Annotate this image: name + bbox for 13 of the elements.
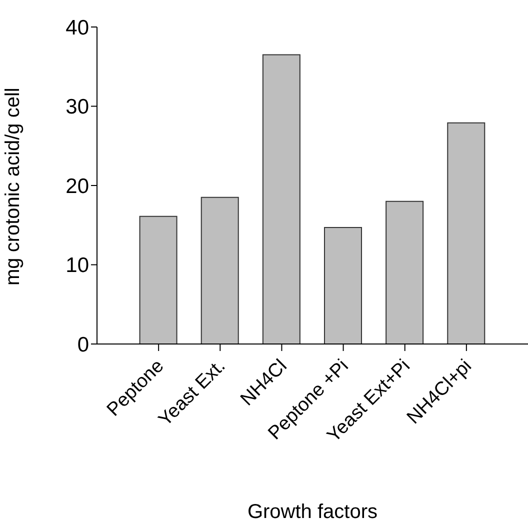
y-tick-label: 30 — [66, 96, 89, 119]
x-axis-title: Growth factors — [247, 501, 378, 523]
y-tick-label: 0 — [77, 333, 89, 356]
bar — [200, 196, 239, 344]
y-tick-label: 40 — [66, 16, 89, 40]
y-axis-title: mg crotonic acid/g cell — [2, 88, 24, 286]
bar — [139, 216, 178, 344]
bar — [447, 122, 486, 344]
bar — [386, 200, 424, 344]
bar — [262, 54, 300, 344]
y-tick-label: 10 — [66, 254, 89, 278]
y-tick-label: 20 — [66, 174, 89, 198]
bar — [324, 227, 362, 344]
